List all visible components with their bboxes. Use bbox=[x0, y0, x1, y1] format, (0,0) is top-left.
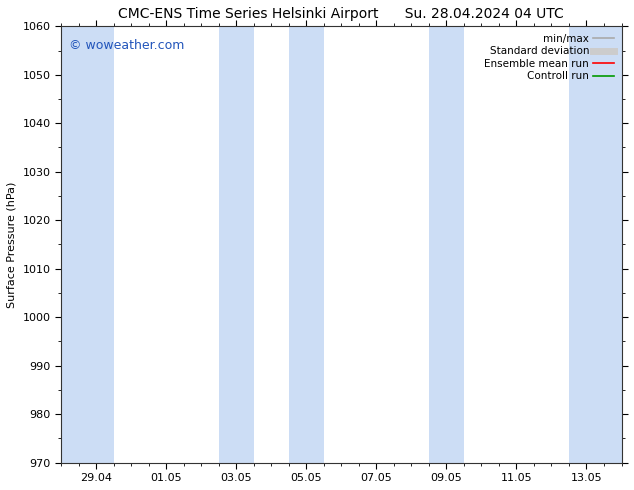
Bar bbox=[288, 26, 324, 463]
Bar bbox=[429, 26, 464, 463]
Text: © woweather.com: © woweather.com bbox=[70, 39, 185, 52]
Bar bbox=[219, 26, 254, 463]
Title: CMC-ENS Time Series Helsinki Airport      Su. 28.04.2024 04 UTC: CMC-ENS Time Series Helsinki Airport Su.… bbox=[119, 7, 564, 21]
Legend: min/max, Standard deviation, Ensemble mean run, Controll run: min/max, Standard deviation, Ensemble me… bbox=[482, 31, 616, 83]
Bar bbox=[569, 26, 621, 463]
Bar bbox=[61, 26, 113, 463]
Y-axis label: Surface Pressure (hPa): Surface Pressure (hPa) bbox=[7, 181, 17, 308]
